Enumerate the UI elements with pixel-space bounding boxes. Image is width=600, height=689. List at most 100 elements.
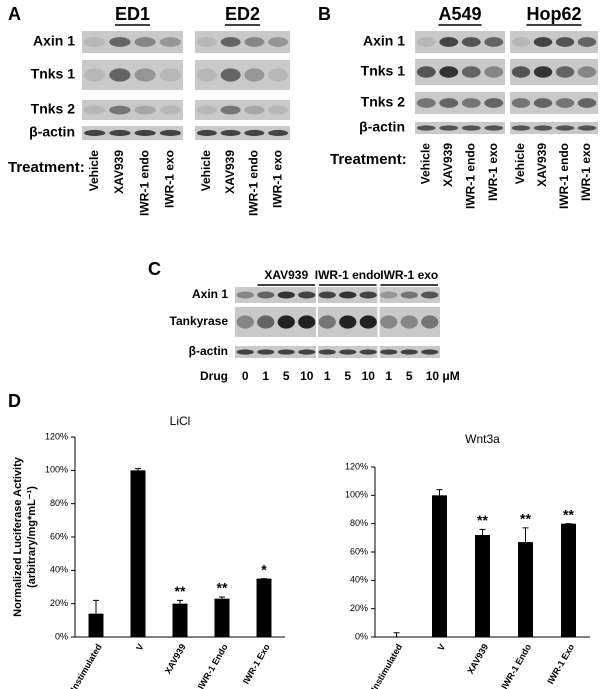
band [84,105,106,115]
treatment-label: Treatment: [330,151,407,168]
band [484,98,504,108]
error-bar [393,632,400,637]
group-label: XAV939 [264,268,308,282]
dose-label: 1 [385,369,392,383]
blot [195,100,290,120]
group-label: A549 [438,4,481,24]
significance: ** [217,580,228,596]
band [380,291,398,299]
y-tick-label: 120% [345,461,368,471]
dose-label: 1 [262,369,269,383]
band [421,291,439,299]
lane-label: XAV939 [223,150,237,194]
blot [82,31,183,53]
row-label: Axin 1 [363,33,405,49]
band [298,291,316,299]
blot [195,31,290,53]
band [439,125,459,131]
band [421,315,439,329]
blot [195,60,290,90]
band [109,37,131,47]
band [416,98,436,108]
band [339,291,357,299]
error-bar [93,599,99,614]
band [244,105,265,115]
band [461,125,481,131]
x-tick-label: IWR-1 Endo [196,642,230,689]
band [257,349,275,355]
band [511,37,531,47]
row-label: β-actin [359,119,405,135]
row-label: Axin 1 [33,33,75,49]
band [84,129,106,137]
bar [88,613,104,637]
panel-label: B [318,4,331,24]
band [339,349,357,355]
band [400,349,418,355]
band [555,66,575,78]
dose-label: 10 [300,369,314,383]
dose-label: 5 [406,369,413,383]
y-axis-label: (arbitrary/mg*mL⁻¹) [26,486,38,588]
dose-label: 10 [362,369,376,383]
x-tick-label: IWR-1 Exo [241,642,272,686]
band [159,68,181,82]
lane-label: XAV939 [112,150,126,194]
chart-title: LiCl [170,414,191,428]
row-label: Tankyrase [170,314,229,328]
row-label: Tnks 1 [31,66,76,82]
band [533,37,553,47]
band [416,66,436,78]
band [484,125,504,131]
band [134,129,156,137]
row-label: β-actin [189,344,228,358]
bar [172,603,188,637]
bar [214,598,230,637]
band [484,37,504,47]
row-label: Tnks 2 [361,94,406,110]
bar [432,495,447,637]
y-tick-label: 0% [355,631,368,641]
band [400,315,418,329]
band [84,68,106,82]
y-tick-label: 80% [50,498,68,508]
lane-label: XAV939 [441,143,455,187]
x-tick-label: Unstimulated [367,642,404,689]
band [236,315,254,329]
band [339,315,357,329]
row-label: Tnks 1 [361,63,406,79]
blot [235,346,440,358]
error-bar [177,599,183,604]
y-axis-label: Normalized Luciferase Activity [12,456,24,617]
band [244,68,265,82]
y-tick-label: 20% [50,598,68,608]
band [236,349,254,355]
lane-label: IWR-1 endo [137,150,151,216]
band [484,66,504,78]
band [577,37,597,47]
band [134,37,156,47]
band [220,105,241,115]
significance: ** [175,583,186,599]
band [533,66,553,78]
lane-label: IWR-1 exo [163,150,177,208]
error-bar [522,527,529,543]
band [277,349,295,355]
band [109,105,131,115]
band [109,68,131,82]
lane-label: Vehicle [87,150,101,192]
band [134,68,156,82]
band [511,98,531,108]
band [134,105,156,115]
y-tick-label: 60% [350,546,368,556]
band [400,291,418,299]
dose-label: 5 [283,369,290,383]
band [439,98,459,108]
y-tick-label: 100% [345,490,368,500]
y-tick-label: 100% [45,465,68,475]
band [359,291,377,299]
band [277,291,295,299]
band [109,129,131,137]
treatment-label: Treatment: [8,159,85,176]
